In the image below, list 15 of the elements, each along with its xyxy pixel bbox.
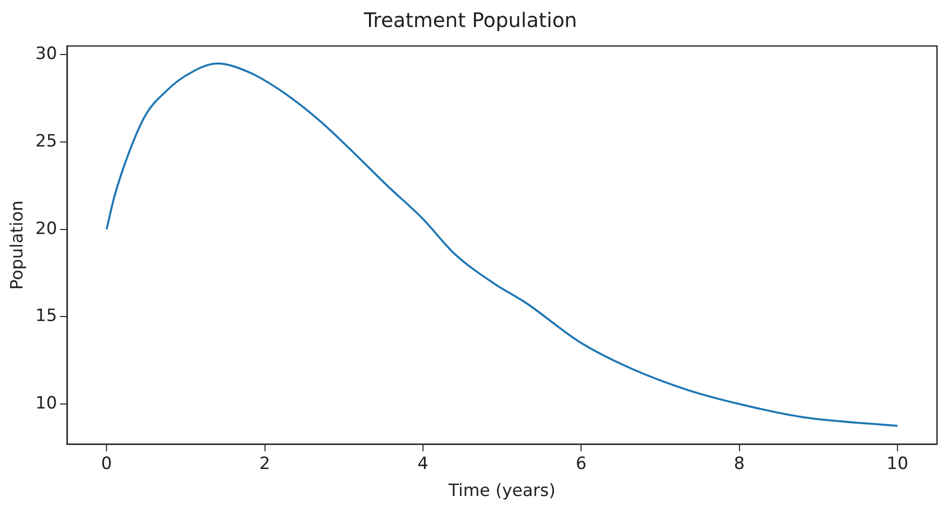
y-tick-label: 25 <box>35 131 58 152</box>
x-tick-label: 4 <box>418 454 428 474</box>
x-tick-label: 8 <box>734 454 745 474</box>
x-tick-label: 0 <box>101 454 112 474</box>
y-axis-title: Population <box>8 200 28 290</box>
y-tick-label: 20 <box>35 218 58 239</box>
x-tick-label: 6 <box>576 454 587 474</box>
y-tick-label: 30 <box>35 44 58 64</box>
chart-title: Treatment Population <box>362 8 578 32</box>
line-series <box>106 62 898 427</box>
x-tick-label: 2 <box>259 454 270 474</box>
x-axis-title: Time (years) <box>447 481 556 502</box>
x-tick-label: 10 <box>886 454 908 474</box>
y-tick-label: 15 <box>35 306 58 326</box>
y-tick-label: 10 <box>35 393 58 414</box>
